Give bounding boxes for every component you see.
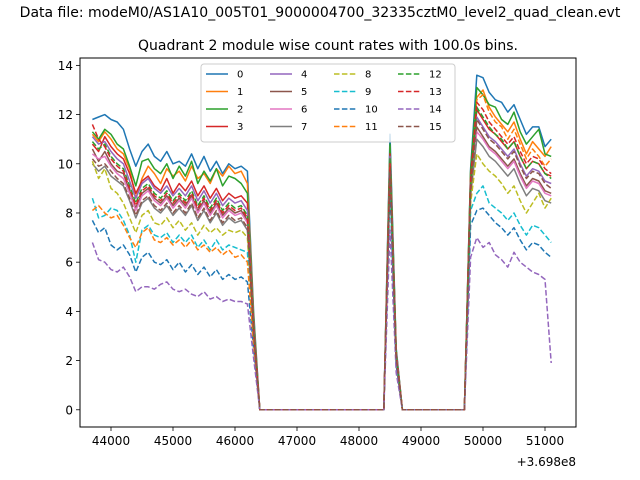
x-tick-label: 47000 xyxy=(278,434,316,448)
series-line-1 xyxy=(91,89,552,411)
series-line-6 xyxy=(91,131,552,411)
legend-label: 6 xyxy=(301,105,307,116)
y-tick-label: 12 xyxy=(58,108,73,122)
y-tick-label: 2 xyxy=(65,354,73,368)
legend-label: 5 xyxy=(301,87,307,98)
x-axis: 44000 45000 46000 47000 48000 49000 50000 51000 xyxy=(92,427,564,448)
legend-label: 2 xyxy=(237,105,243,116)
chart-title: Quadrant 2 module wise count rates with … xyxy=(138,38,518,54)
legend-label: 0 xyxy=(237,70,243,81)
y-tick-label: 8 xyxy=(65,206,73,220)
series-line-3 xyxy=(91,108,552,411)
x-tick-label: 49000 xyxy=(402,434,440,448)
series-line-4 xyxy=(91,116,552,411)
series-line-15 xyxy=(91,118,552,411)
plot-frame xyxy=(79,57,577,428)
x-tick-label: 48000 xyxy=(340,434,378,448)
legend-label: 13 xyxy=(429,87,442,98)
series-line-14 xyxy=(91,229,552,411)
legend-label: 3 xyxy=(237,122,243,133)
legend-label: 9 xyxy=(365,87,371,98)
legend-label: 7 xyxy=(301,122,307,133)
series-line-10 xyxy=(91,187,552,411)
series-line-7 xyxy=(91,138,552,411)
figure-suptitle: Data file: modeM0/AS1A10_005T01_90000047… xyxy=(19,5,621,21)
series-line-11 xyxy=(91,94,552,411)
legend-box xyxy=(200,63,456,143)
legend-label: 1 xyxy=(237,87,243,98)
legend-label: 4 xyxy=(301,70,307,81)
legend-label: 11 xyxy=(365,122,378,133)
x-axis-offset-label: +3.698e8 xyxy=(517,455,576,469)
x-tick-label: 51000 xyxy=(526,434,564,448)
legend-label: 8 xyxy=(365,70,371,81)
plot-lines xyxy=(91,74,552,411)
legend-label: 14 xyxy=(429,105,442,116)
series-line-5 xyxy=(91,126,552,411)
series-line-13 xyxy=(91,101,552,411)
legend-label: 10 xyxy=(365,105,378,116)
series-line-12 xyxy=(91,106,552,411)
y-tick-label: 6 xyxy=(65,256,73,270)
y-tick-label: 0 xyxy=(65,403,73,417)
series-line-0 xyxy=(92,74,552,411)
legend-label: 15 xyxy=(429,122,442,133)
y-axis: 0 2 4 6 8 10 12 14 xyxy=(58,59,80,417)
x-tick-label: 46000 xyxy=(216,434,254,448)
x-tick-label: 45000 xyxy=(154,434,192,448)
series-line-9 xyxy=(91,180,552,411)
legend-label: 12 xyxy=(429,70,442,81)
series-line-2 xyxy=(91,86,552,411)
y-tick-label: 14 xyxy=(58,59,73,73)
x-tick-label: 50000 xyxy=(464,434,502,448)
x-tick-label: 44000 xyxy=(92,434,130,448)
y-tick-label: 4 xyxy=(65,305,73,319)
series-line-8 xyxy=(91,153,552,411)
y-tick-label: 10 xyxy=(58,157,73,171)
